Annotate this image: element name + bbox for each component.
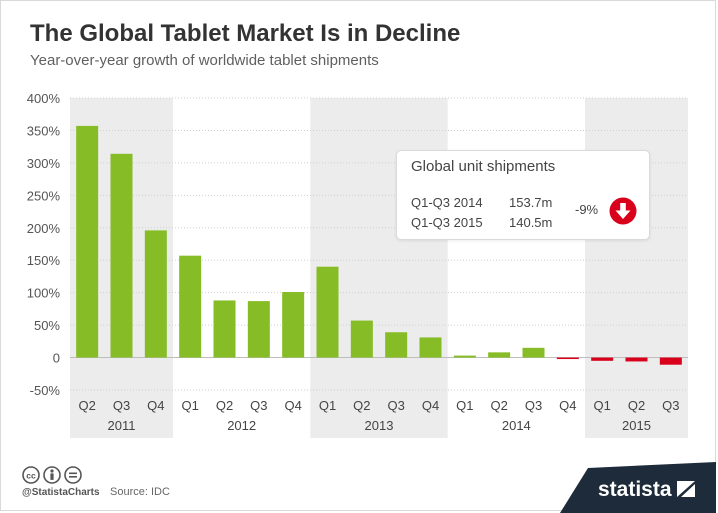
bar bbox=[282, 292, 305, 358]
y-tick-label: 150% bbox=[27, 253, 61, 268]
bar bbox=[556, 357, 579, 360]
callout-row-value: 153.7m bbox=[509, 195, 553, 210]
chart-title: The Global Tablet Market Is in Decline bbox=[30, 20, 461, 47]
x-tick-label: Q2 bbox=[353, 398, 370, 413]
x-tick-label: Q2 bbox=[490, 398, 507, 413]
bar bbox=[144, 230, 167, 358]
statista-logo: statista bbox=[598, 478, 696, 502]
x-tick-label: Q1 bbox=[593, 398, 610, 413]
cc-icon: cc bbox=[22, 466, 40, 484]
bar bbox=[76, 125, 99, 358]
bar bbox=[625, 357, 648, 362]
statista-mark-icon bbox=[677, 481, 696, 497]
social-handle: @StatistaCharts bbox=[22, 487, 100, 498]
bar bbox=[247, 301, 270, 358]
y-tick-label: -50% bbox=[30, 383, 61, 398]
x-tick-label: Q3 bbox=[662, 398, 679, 413]
callout-row-label: Q1-Q3 2014 bbox=[411, 195, 483, 210]
callout-row-value: 140.5m bbox=[509, 215, 553, 230]
bar bbox=[591, 357, 614, 361]
x-tick-label: Q2 bbox=[216, 398, 233, 413]
x-tick-label: Q4 bbox=[147, 398, 164, 413]
y-tick-label: 300% bbox=[27, 156, 61, 171]
down-arrow-icon bbox=[609, 197, 637, 225]
x-tick-label: Q3 bbox=[525, 398, 542, 413]
bar bbox=[385, 332, 408, 358]
bar bbox=[453, 355, 476, 358]
x-tick-label: Q4 bbox=[284, 398, 301, 413]
year-label: 2011 bbox=[108, 418, 136, 433]
x-tick-label: Q1 bbox=[181, 398, 198, 413]
bar bbox=[419, 337, 442, 358]
callout-row-2015: Q1-Q3 2015 140.5m bbox=[411, 215, 552, 230]
y-tick-label: 200% bbox=[27, 221, 61, 236]
x-tick-label: Q4 bbox=[559, 398, 576, 413]
license-icons: cc bbox=[22, 466, 82, 484]
callout-row-label: Q1-Q3 2015 bbox=[411, 215, 483, 230]
bar bbox=[350, 320, 373, 358]
bar bbox=[522, 347, 545, 358]
source-note: Source: IDC bbox=[110, 486, 170, 498]
brand-name: statista bbox=[598, 478, 672, 501]
bar bbox=[110, 153, 133, 358]
year-label: 2012 bbox=[227, 418, 256, 433]
shipments-callout: Global unit shipments Q1-Q3 2014 153.7m … bbox=[396, 150, 650, 240]
year-label: 2014 bbox=[502, 418, 531, 433]
bar bbox=[659, 357, 682, 365]
x-tick-label: Q3 bbox=[387, 398, 404, 413]
x-tick-label: Q2 bbox=[628, 398, 645, 413]
y-tick-label: 400% bbox=[27, 91, 61, 106]
bar bbox=[488, 352, 511, 358]
bar bbox=[179, 255, 202, 358]
callout-row-2014: Q1-Q3 2014 153.7m bbox=[411, 195, 552, 210]
y-tick-label: 50% bbox=[34, 318, 60, 333]
x-tick-label: Q1 bbox=[456, 398, 473, 413]
year-label: 2015 bbox=[622, 418, 651, 433]
y-tick-label: 350% bbox=[27, 123, 61, 138]
attribution-icon bbox=[43, 466, 61, 484]
y-tick-label: 0 bbox=[53, 351, 60, 366]
y-tick-label: 100% bbox=[27, 286, 61, 301]
x-tick-label: Q3 bbox=[250, 398, 267, 413]
x-tick-label: Q1 bbox=[319, 398, 336, 413]
bar bbox=[213, 300, 236, 358]
x-tick-label: Q2 bbox=[78, 398, 95, 413]
x-tick-label: Q4 bbox=[422, 398, 439, 413]
bar bbox=[316, 266, 339, 358]
year-label: 2013 bbox=[365, 418, 394, 433]
callout-title: Global unit shipments bbox=[411, 158, 556, 175]
x-tick-label: Q3 bbox=[113, 398, 130, 413]
no-derivatives-icon bbox=[64, 466, 82, 484]
chart-subtitle: Year-over-year growth of worldwide table… bbox=[30, 52, 379, 69]
y-tick-label: 250% bbox=[27, 188, 61, 203]
svg-text:cc: cc bbox=[26, 471, 36, 481]
callout-change: -9% bbox=[575, 202, 599, 217]
